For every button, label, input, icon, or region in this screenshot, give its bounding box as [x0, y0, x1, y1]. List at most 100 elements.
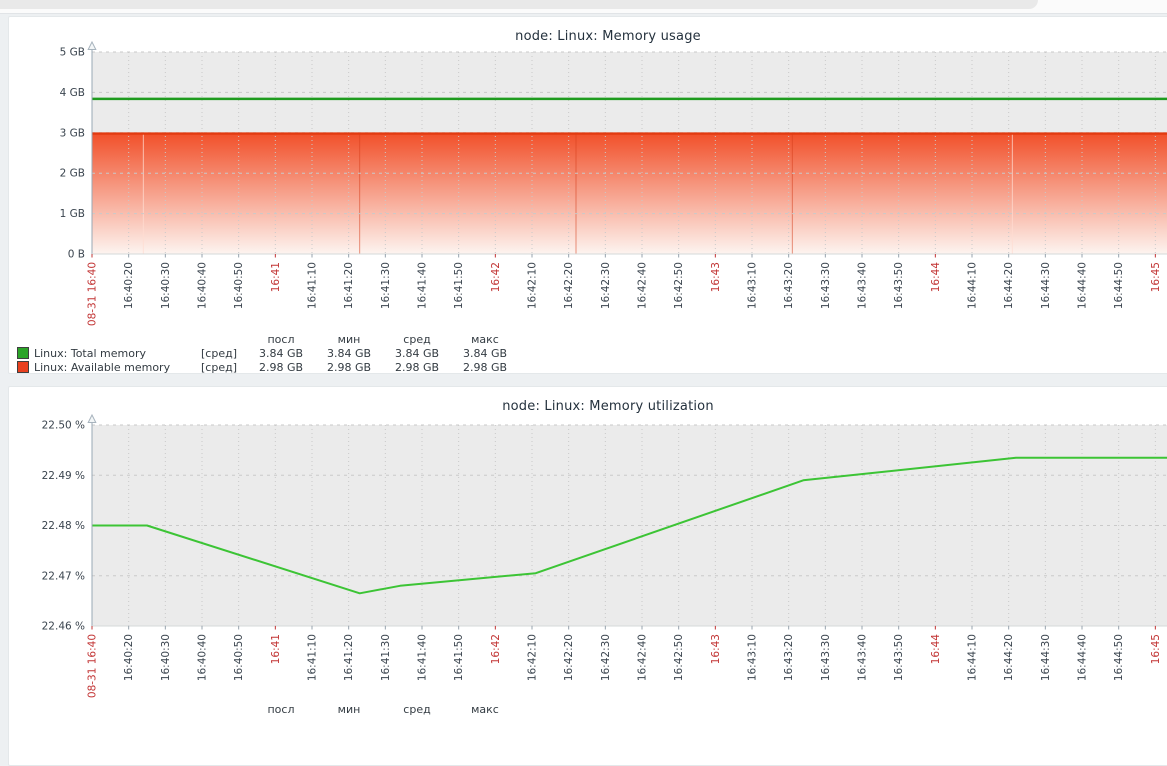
y-tick-label: 0 B	[68, 249, 85, 261]
memory-utilization-chart[interactable]: 22.50 % 22.49 % 22.48 % 22.47 % 22.46 %08-31…	[9, 387, 1167, 703]
x-tick-label: 16:41:30	[380, 262, 392, 309]
x-tick-label: 16:44	[930, 262, 942, 293]
x-tick-label: 16:41:50	[453, 262, 465, 309]
x-tick-label: 16:41:10	[307, 634, 319, 681]
x-tick-label: 16:42:10	[527, 262, 539, 309]
x-tick-label: 16:43	[710, 634, 722, 664]
legend-fn: [сред]	[201, 360, 237, 374]
x-tick-label: 16:41:40	[417, 634, 429, 681]
x-tick-label: 16:42:30	[600, 634, 612, 681]
x-tick-label: 16:43:40	[857, 262, 869, 309]
x-tick-label: 16:44	[930, 634, 942, 665]
x-tick-label: 16:43:40	[857, 634, 869, 681]
legend-row-total-memory: Linux: Total memory [сред] 3.84 GB 3.84 …	[9, 346, 519, 360]
y-tick-label: 3 GB	[60, 127, 85, 139]
x-tick-label: 16:43:50	[893, 262, 905, 309]
memory-utilization-title: node: Linux: Memory utilization	[502, 399, 714, 414]
x-tick-label: 16:44:50	[1113, 634, 1125, 681]
x-tick-label: 16:45	[1150, 262, 1162, 292]
memory-usage-legend: посл мин сред макс Linux: Total memory […	[9, 333, 519, 374]
x-tick-label: 16:44:20	[1003, 262, 1015, 309]
x-tick-label: 16:41	[270, 634, 282, 664]
available-memory-swatch	[17, 361, 29, 373]
y-tick-label: 5 GB	[60, 47, 85, 59]
x-tick-label: 16:40:40	[197, 634, 209, 681]
memory-usage-chart[interactable]: 5 GB 4 GB 3 GB 2 GB 1 GB 0 B08-31 16:40 16:40:…	[9, 17, 1167, 333]
y-tick-label: 22.47 %	[42, 570, 85, 582]
x-tick-label: 16:41:10	[307, 262, 319, 309]
x-tick-label: 16:44:20	[1003, 634, 1015, 681]
x-tick-label: 16:44:30	[1040, 634, 1052, 681]
legend-header-avg: сред	[403, 703, 431, 716]
utilization-line	[92, 456, 1167, 595]
memory-usage-panel: node: Linux: Memory usage 5 GB 4 GB 3 GB 2 …	[8, 16, 1167, 374]
x-tick-label: 16:40:20	[123, 262, 135, 309]
y-tick-label: 22.50 %	[42, 420, 85, 432]
x-tick-label: 16:41:40	[417, 262, 429, 309]
x-tick-label: 16:44:10	[967, 262, 979, 309]
y-axis-arrow-icon	[87, 413, 97, 423]
y-tick-label: 22.46 %	[42, 621, 85, 633]
browser-chrome	[0, 0, 1167, 14]
page-background: node: Linux: Memory usage 5 GB 4 GB 3 GB 2 …	[0, 14, 1167, 766]
x-tick-label: 16:42:10	[527, 634, 539, 681]
legend-header-last: посл	[267, 333, 295, 346]
x-tick-label: 16:40:50	[233, 262, 245, 309]
x-tick-label: 16:40:20	[123, 634, 135, 681]
plot-background	[92, 425, 1167, 626]
x-tick-label: 16:42:20	[563, 262, 575, 309]
x-tick-label: 16:44:40	[1077, 634, 1089, 681]
x-tick-label: 08-31 16:40	[87, 262, 99, 326]
legend-header-row: посл мин сред макс	[9, 333, 519, 346]
memory-utilization-panel: node: Linux: Memory utilization 22.50 % 2…	[8, 386, 1167, 766]
legend-label: Linux: Available memory	[34, 360, 171, 374]
x-tick-label: 16:44:30	[1040, 262, 1052, 309]
legend-header-min: мин	[337, 703, 361, 716]
x-tick-label: 16:42:50	[673, 262, 685, 309]
legend-header-row: посл мин сред макс	[9, 703, 519, 716]
y-tick-label: 22.49 %	[42, 470, 85, 482]
y-tick-label: 22.48 %	[42, 520, 85, 532]
legend-header-last: посл	[267, 703, 295, 716]
y-tick-label: 2 GB	[60, 168, 85, 180]
x-tick-label: 16:42:20	[563, 634, 575, 681]
x-tick-label: 16:41	[270, 262, 282, 292]
legend-header-avg: сред	[403, 333, 431, 346]
x-tick-label: 16:43:10	[747, 634, 759, 681]
x-tick-label: 16:42:40	[637, 634, 649, 681]
x-tick-label: 16:42:30	[600, 262, 612, 309]
x-tick-label: 16:45	[1150, 634, 1162, 664]
x-tick-label: 16:43:20	[783, 634, 795, 681]
x-tick-label: 16:43:30	[820, 634, 832, 681]
legend-header-min: мин	[337, 333, 361, 346]
x-tick-label: 16:41:50	[453, 634, 465, 681]
y-tick-label: 4 GB	[60, 87, 85, 99]
browser-tab-strip	[0, 0, 1038, 9]
x-tick-label: 16:43:10	[747, 262, 759, 309]
x-tick-label: 16:40:40	[197, 262, 209, 309]
x-tick-label: 16:43:30	[820, 262, 832, 309]
x-tick-label: 16:40:30	[160, 634, 172, 681]
legend-header-max: макс	[471, 703, 499, 716]
x-tick-label: 16:42	[490, 634, 502, 664]
total-memory-swatch	[17, 347, 29, 359]
memory-usage-title: node: Linux: Memory usage	[515, 29, 701, 44]
legend-row-available-memory: Linux: Available memory [сред] 2.98 GB 2…	[9, 360, 519, 374]
legend-label: Linux: Total memory	[34, 346, 146, 360]
x-tick-label: 16:42:40	[637, 262, 649, 309]
x-tick-label: 16:41:20	[343, 262, 355, 309]
x-tick-label: 16:44:50	[1113, 262, 1125, 309]
x-tick-label: 16:40:50	[233, 634, 245, 681]
x-tick-label: 16:43:20	[783, 262, 795, 309]
x-tick-label: 16:44:40	[1077, 262, 1089, 309]
y-tick-label: 1 GB	[60, 208, 85, 220]
x-tick-label: 16:43:50	[893, 634, 905, 681]
legend-fn: [сред]	[201, 346, 237, 360]
legend-header-max: макс	[471, 333, 499, 346]
x-tick-label: 16:41:30	[380, 634, 392, 681]
x-tick-label: 16:41:20	[343, 634, 355, 681]
x-tick-label: 08-31 16:40	[87, 634, 99, 698]
x-tick-label: 16:43	[710, 262, 722, 292]
memory-utilization-legend: посл мин сред макс	[9, 703, 519, 716]
x-tick-label: 16:44:10	[967, 634, 979, 681]
